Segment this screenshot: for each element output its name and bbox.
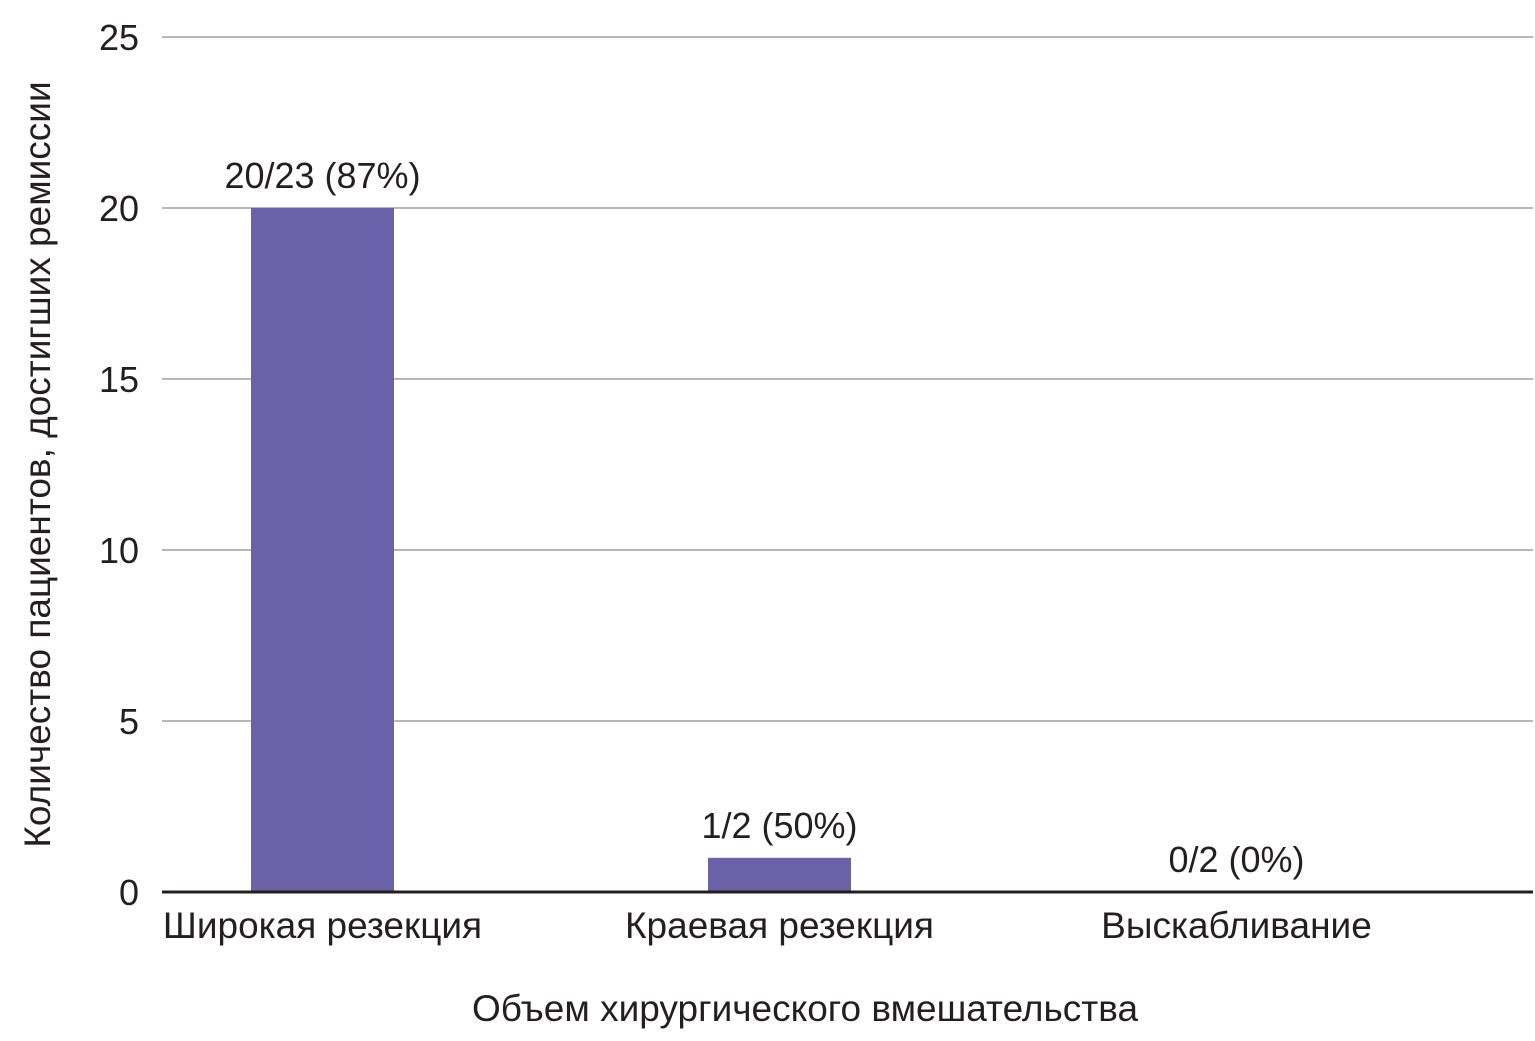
data-labels: 20/23 (87%) 1/2 (50%) 0/2 (0%) <box>224 155 1304 880</box>
y-axis-ticks: 0 5 10 15 20 25 <box>99 17 139 913</box>
data-label: 20/23 (87%) <box>224 155 420 196</box>
x-tick-label: Выскабливание <box>1101 905 1372 946</box>
x-tick-label: Краевая резекция <box>625 905 934 946</box>
bar <box>708 857 851 892</box>
x-axis-categories: Широкая резекция Краевая резекция Выскабли… <box>163 905 1372 946</box>
y-tick-label: 5 <box>119 701 139 742</box>
y-tick-label: 10 <box>99 530 139 571</box>
data-label: 0/2 (0%) <box>1168 839 1304 880</box>
x-tick-label: Широкая резекция <box>163 905 482 946</box>
x-axis-title: Объем хирургического вмешательства <box>472 988 1139 1029</box>
y-tick-label: 0 <box>119 872 139 913</box>
y-tick-label: 25 <box>99 17 139 58</box>
y-axis-title: Количество пациентов, достигших ремиссии <box>17 81 58 847</box>
data-label: 1/2 (50%) <box>701 805 857 846</box>
y-tick-label: 20 <box>99 188 139 229</box>
y-tick-label: 15 <box>99 359 139 400</box>
bar <box>251 208 394 892</box>
bars <box>251 208 851 892</box>
